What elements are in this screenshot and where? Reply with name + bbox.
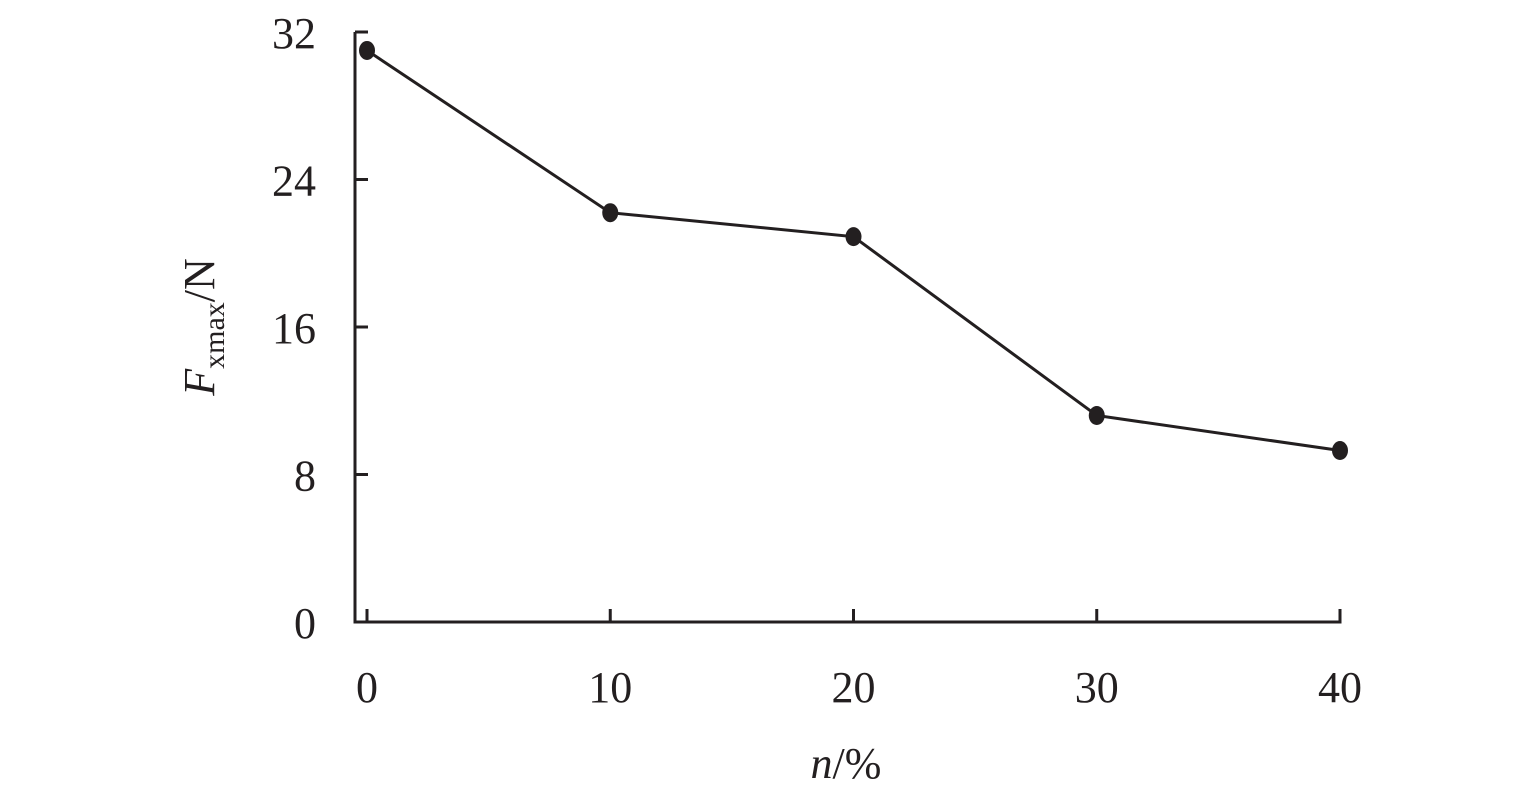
y-tick-label: 0: [294, 599, 316, 648]
data-point: [359, 40, 375, 60]
chart-ticks: 0 8 16 24 32 0 10 20 30 40: [272, 9, 1362, 712]
x-axis-title-variable: n: [811, 739, 833, 788]
x-tick-label: 30: [1075, 663, 1119, 712]
y-axis-title-variable: F: [175, 368, 224, 397]
y-tick-label: 24: [272, 157, 316, 206]
y-axis-title-unit: /N: [175, 258, 224, 302]
chart-axes: [353, 32, 1342, 624]
x-tick-label: 40: [1318, 663, 1362, 712]
chart-series: [359, 40, 1348, 461]
data-point: [1332, 441, 1348, 461]
x-axis-title-unit: /%: [833, 739, 882, 788]
y-axis-title: Fxmax/N: [175, 258, 231, 397]
x-axis-title: n/%: [811, 739, 882, 788]
data-point: [845, 227, 862, 247]
series-line: [366, 49, 1341, 453]
y-axis-title-subscript: xmax: [198, 302, 231, 369]
y-tick-label: 16: [272, 304, 316, 353]
x-tick-label: 10: [588, 663, 632, 712]
x-tick-label: 20: [832, 663, 876, 712]
y-tick-label: 8: [294, 452, 316, 501]
data-point: [1088, 406, 1105, 425]
x-tick-label: 0: [356, 663, 378, 712]
data-point: [602, 203, 619, 223]
y-tick-label: 32: [272, 9, 316, 58]
